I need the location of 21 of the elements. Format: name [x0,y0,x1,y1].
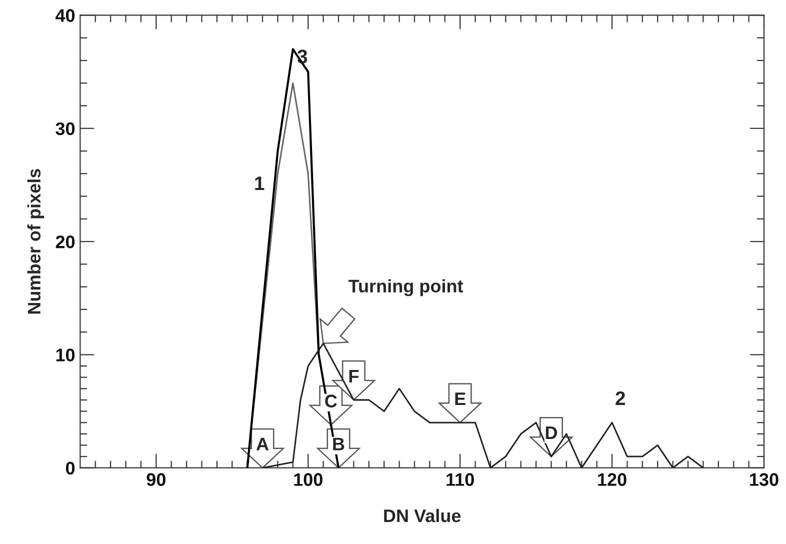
annotation: Turning point [348,279,464,296]
annotation: D [546,426,558,439]
annotation: 1 [255,176,264,190]
x-tick-label: 110 [446,473,474,486]
x-axis-title: DN Value [384,508,461,522]
x-tick-label: 120 [598,473,626,486]
y-tick-label: 10 [56,348,75,362]
annotation: 2 [616,391,626,405]
y-tick-label: 40 [56,9,75,22]
annotation: E [455,392,466,406]
x-tick-label: 130 [750,473,778,486]
y-tick-label: 0 [66,462,75,475]
y-tick-label: 30 [56,122,75,136]
annotation: F [349,370,359,382]
x-tick-label: 90 [146,473,166,486]
annotation: B [333,438,344,450]
y-tick-label: 20 [56,235,75,248]
annotation: A [256,438,269,450]
x-tick-label: 100 [294,473,322,486]
y-axis-title: Number of pixels [27,169,44,314]
annotation: C [325,394,337,408]
